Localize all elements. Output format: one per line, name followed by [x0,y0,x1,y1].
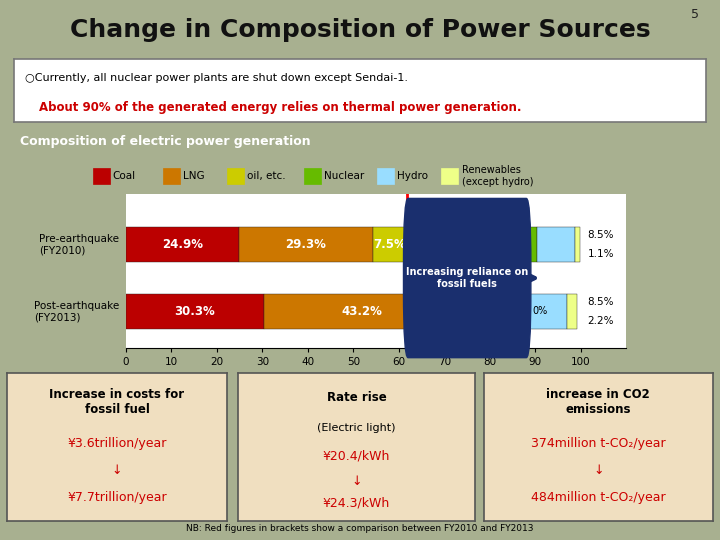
Text: Pre-earthquake
(FY2010): Pre-earthquake (FY2010) [39,234,120,255]
Bar [407,227,537,262]
Text: ↓: ↓ [351,475,361,488]
Text: 24.9%: 24.9% [162,238,203,251]
Bar [537,227,575,262]
Bar [126,227,239,262]
Text: LNG: LNG [183,171,204,181]
Bar [441,168,459,184]
Bar [227,168,244,184]
Text: 1.1%: 1.1% [588,249,614,259]
Text: Increasing reliance on
fossil fuels: Increasing reliance on fossil fuels [406,267,528,289]
Text: 0%: 0% [533,307,548,316]
Text: 484million t-CO₂/year: 484million t-CO₂/year [531,491,665,504]
Bar [372,227,407,262]
Text: ¥20.4/kWh: ¥20.4/kWh [323,449,390,462]
Text: Renewables
(except hydro): Renewables (except hydro) [462,165,533,187]
Bar [528,294,567,329]
Text: Hydro: Hydro [397,171,428,181]
Text: 14.9%: 14.9% [474,305,515,318]
Text: NB: Red figures in brackets show a comparison between FY2010 and FY2013: NB: Red figures in brackets show a compa… [186,524,534,533]
Text: Nuclear: Nuclear [324,171,364,181]
Text: 30.3%: 30.3% [174,305,215,318]
Text: 8.5%: 8.5% [588,230,614,240]
Text: 374million t-CO₂/year: 374million t-CO₂/year [531,437,665,450]
Text: Post-earthquake
(FY2013): Post-earthquake (FY2013) [34,301,120,322]
Bar [92,168,109,184]
Text: Composition of electric power generation: Composition of electric power generation [20,135,310,148]
Text: Change in Composition of Power Sources: Change in Composition of Power Sources [70,18,650,42]
Text: 29.3%: 29.3% [285,238,326,251]
Bar [239,227,372,262]
Text: Coal: Coal [113,171,136,181]
Text: oil, etc.: oil, etc. [248,171,286,181]
Text: 28.6%: 28.6% [451,238,492,251]
Text: ¥24.3/kWh: ¥24.3/kWh [323,497,390,510]
Bar [304,168,321,184]
Bar [567,294,577,329]
Bar [163,168,180,184]
Text: ↓: ↓ [112,464,122,477]
Text: ○Currently, all nuclear power plants are shut down except Sendai-1.: ○Currently, all nuclear power plants are… [24,73,408,83]
Text: 2.2%: 2.2% [588,316,614,326]
Text: ¥7.7trillion/year: ¥7.7trillion/year [67,491,167,504]
Text: 43.2%: 43.2% [342,305,382,318]
Bar [575,227,580,262]
Bar [264,294,460,329]
Text: ¥3.6trillion/year: ¥3.6trillion/year [67,437,167,450]
Bar [460,294,528,329]
Text: 8.5%: 8.5% [588,297,614,307]
Text: ↓: ↓ [593,464,603,477]
Text: Rate rise: Rate rise [327,392,386,404]
Bar [126,294,264,329]
Text: (Electric light): (Electric light) [317,422,396,433]
Bar [377,168,395,184]
Text: increase in CO2
emissions: increase in CO2 emissions [546,388,650,416]
Text: About 90% of the generated energy relies on thermal power generation.: About 90% of the generated energy relies… [39,102,521,114]
Text: 5: 5 [690,8,699,21]
Text: 7.5%: 7.5% [373,238,406,251]
FancyBboxPatch shape [403,198,531,357]
Text: Increase in costs for
fossil fuel: Increase in costs for fossil fuel [50,388,184,416]
